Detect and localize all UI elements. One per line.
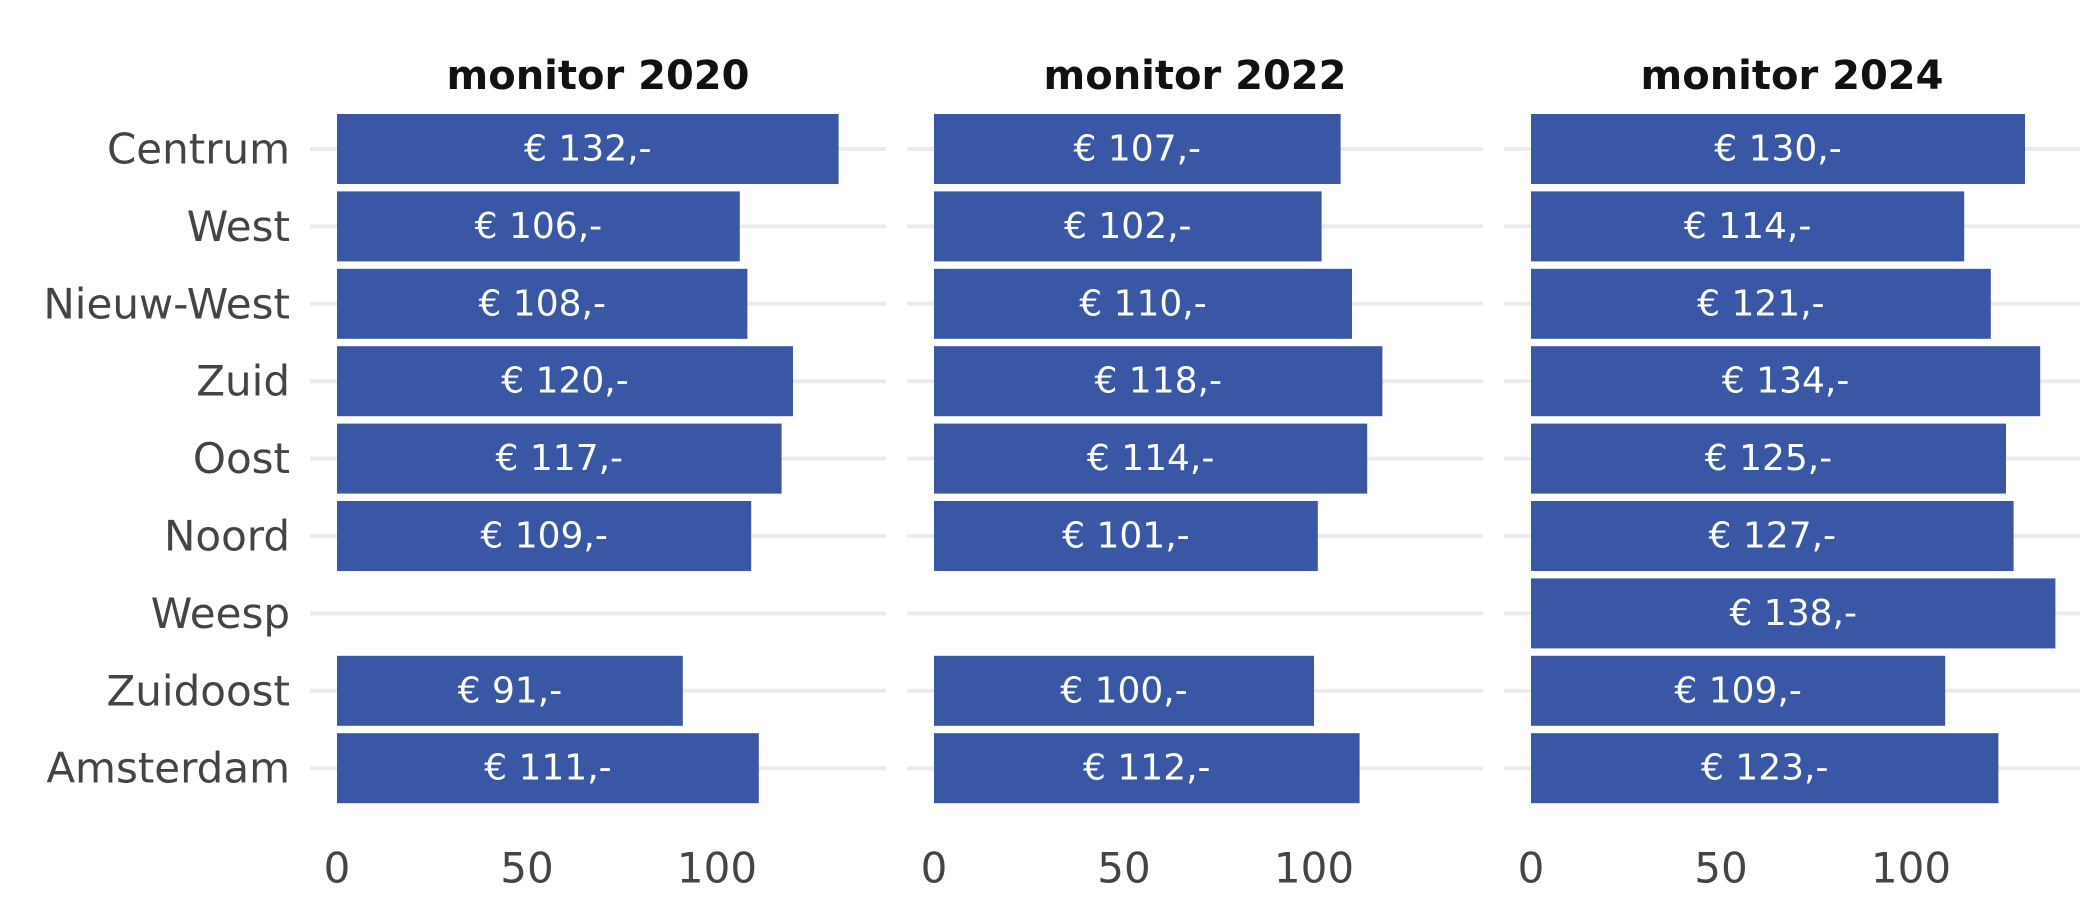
category-label: Noord: [164, 512, 290, 561]
x-tick-label: 100: [1274, 844, 1354, 893]
bar: [934, 733, 1360, 804]
bar-value-label: € 125,-: [1705, 438, 1833, 479]
bar-value-label: € 132,-: [524, 129, 652, 170]
bar: [934, 346, 1383, 417]
x-tick-label: 50: [1694, 844, 1747, 893]
bar: [1531, 501, 2014, 571]
bar-value-label: € 112,-: [1083, 748, 1211, 789]
panel-title: monitor 2020: [447, 53, 750, 99]
x-tick-label: 0: [1518, 844, 1545, 893]
bar-value-label: € 102,-: [1064, 206, 1192, 247]
bar-value-label: € 118,-: [1094, 361, 1222, 402]
bar-value-label: € 111,-: [484, 748, 612, 789]
x-tick-label: 100: [677, 844, 757, 893]
bar-value-label: € 114,-: [1087, 438, 1215, 479]
category-label: Oost: [193, 434, 290, 483]
bar-value-label: € 127,-: [1709, 516, 1837, 557]
bar: [1531, 346, 2041, 417]
bar: [337, 114, 839, 184]
panel-title: monitor 2022: [1044, 53, 1347, 99]
x-tick-label: 0: [921, 844, 948, 893]
x-tick-label: 0: [324, 844, 351, 893]
bar-value-label: € 134,-: [1722, 361, 1850, 402]
bar-value-label: € 106,-: [475, 206, 603, 247]
bar: [934, 655, 1314, 726]
bar: [1531, 268, 1991, 339]
bar-value-label: € 100,-: [1060, 670, 1188, 711]
panel-title: monitor 2024: [1641, 53, 1944, 99]
bar: [934, 191, 1322, 262]
bar: [337, 423, 782, 494]
category-label: Amsterdam: [46, 744, 290, 793]
bar-value-label: € 120,-: [501, 361, 629, 402]
bar-value-label: € 138,-: [1729, 593, 1857, 634]
bar: [337, 501, 752, 571]
bar: [934, 423, 1368, 494]
bar: [934, 501, 1318, 571]
category-label: Nieuw-West: [43, 279, 290, 328]
bar: [1531, 578, 2056, 649]
category-label: Centrum: [107, 125, 290, 174]
x-tick-label: 100: [1871, 844, 1951, 893]
bar-value-label: € 130,-: [1714, 129, 1842, 170]
x-tick-label: 50: [1097, 844, 1150, 893]
bar: [1531, 114, 2025, 184]
bar: [1531, 191, 1965, 262]
bar-value-label: € 108,-: [478, 283, 606, 324]
bar-value-label: € 121,-: [1697, 283, 1825, 324]
bar-value-label: € 107,-: [1074, 129, 1202, 170]
bar: [337, 346, 793, 417]
category-label: Zuidoost: [107, 666, 290, 715]
bar-value-label: € 110,-: [1079, 283, 1207, 324]
bar: [1531, 423, 2006, 494]
category-label: Weesp: [151, 589, 290, 638]
bar-value-label: € 109,-: [480, 516, 608, 557]
category-label: Zuid: [196, 357, 290, 406]
x-tick-label: 50: [500, 844, 553, 893]
bar-value-label: € 114,-: [1684, 206, 1812, 247]
bar: [1531, 655, 1946, 726]
bar: [1531, 733, 1999, 804]
bar-value-label: € 101,-: [1062, 516, 1190, 557]
bar: [337, 191, 740, 262]
bar: [934, 114, 1341, 184]
bar-value-label: € 109,-: [1674, 670, 1802, 711]
bar: [337, 655, 683, 726]
bar: [337, 268, 748, 339]
bar-value-label: € 123,-: [1701, 748, 1829, 789]
bar: [934, 268, 1352, 339]
bar: [337, 733, 759, 804]
bar-value-label: € 117,-: [496, 438, 624, 479]
bar-value-label: € 91,-: [458, 670, 563, 711]
category-label: West: [187, 202, 290, 251]
